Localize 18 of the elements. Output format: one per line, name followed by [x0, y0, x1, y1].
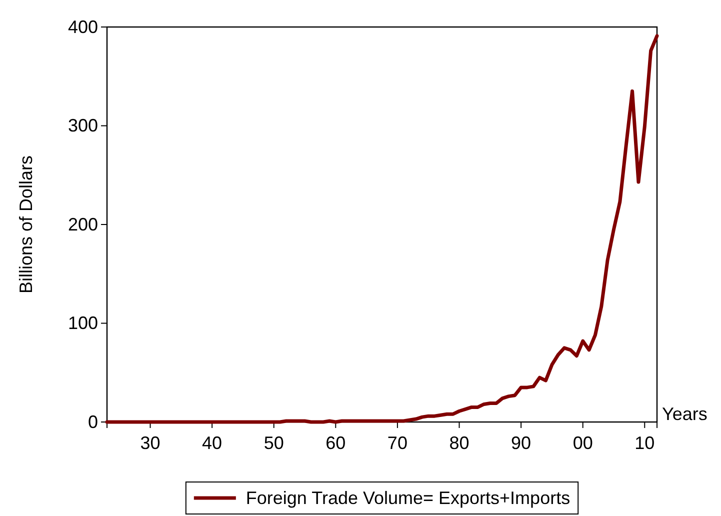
x-tick-label: 00: [572, 433, 593, 453]
y-tick-label: 0: [88, 412, 98, 432]
x-axis-title: Years: [662, 404, 708, 424]
y-tick-label: 100: [68, 313, 98, 334]
y-tick-label: 400: [68, 16, 98, 37]
x-tick-label: 80: [449, 433, 470, 453]
x-tick-label: 60: [326, 433, 346, 453]
y-axis-title: Billions of Dollars: [16, 155, 36, 294]
x-tick-label: 90: [511, 433, 532, 453]
line-series: [105, 34, 659, 424]
y-tick-label: 200: [68, 214, 98, 234]
y-tick-label: 300: [68, 116, 98, 136]
x-tick-label: 10: [634, 433, 655, 453]
x-tick-label: 40: [202, 433, 222, 453]
x-tick-label: 30: [140, 433, 160, 453]
legend-label: Foreign Trade Volume= Exports+Imports: [246, 488, 570, 508]
x-tick-label: 50: [264, 433, 284, 453]
x-tick-label: 70: [387, 433, 408, 453]
